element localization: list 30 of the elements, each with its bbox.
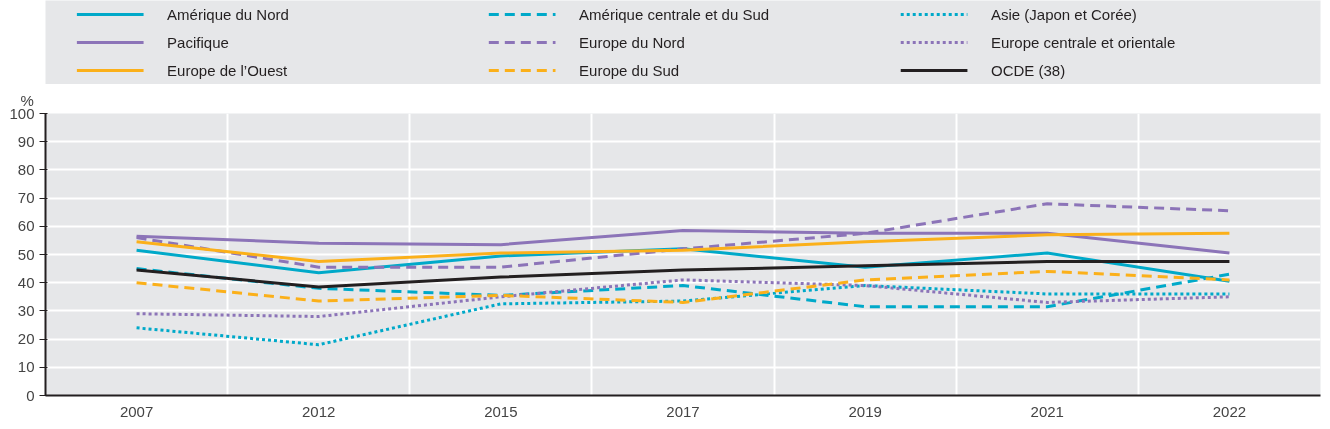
- y-tick-label: 0: [26, 386, 35, 404]
- y-tick-label: 80: [17, 160, 35, 178]
- x-tick-label: 2015: [484, 402, 518, 420]
- legend-label: Europe de l’Ouest: [167, 62, 289, 79]
- x-tick-label: 2019: [848, 402, 882, 420]
- x-tick-label: 2017: [666, 402, 700, 420]
- legend-label: Europe centrale et orientale: [990, 34, 1176, 51]
- y-tick-label: 60: [17, 217, 35, 235]
- y-tick-label: 20: [17, 330, 35, 348]
- x-tick-label: 2012: [302, 402, 336, 420]
- line-series: [135, 260, 1231, 289]
- legend-label: Asie (Japon et Corée): [990, 6, 1137, 23]
- y-tick-label: 70: [17, 189, 35, 207]
- x-tick-label: 2021: [1030, 402, 1064, 420]
- line-series: [135, 278, 1231, 319]
- y-tick-label: 90: [17, 132, 35, 150]
- legend-label: Amérique du Nord: [167, 6, 289, 23]
- x-tick-label: 2022: [1212, 402, 1247, 420]
- legend-label: Europe du Sud: [579, 62, 680, 79]
- line-series: [135, 231, 1231, 264]
- legend-label: Europe du Nord: [579, 34, 685, 51]
- x-tick-label: 2007: [119, 402, 154, 420]
- y-tick-label: 40: [17, 273, 35, 291]
- y-tick-label: 30: [17, 301, 35, 319]
- y-tick-label: 50: [17, 245, 35, 263]
- legend-label: Pacifique: [167, 34, 229, 51]
- y-axis-title: %: [20, 91, 34, 109]
- y-tick-label: 10: [17, 358, 35, 376]
- legend-label: Amérique centrale et du Sud: [579, 6, 770, 23]
- legend-label: OCDE (38): [990, 62, 1066, 79]
